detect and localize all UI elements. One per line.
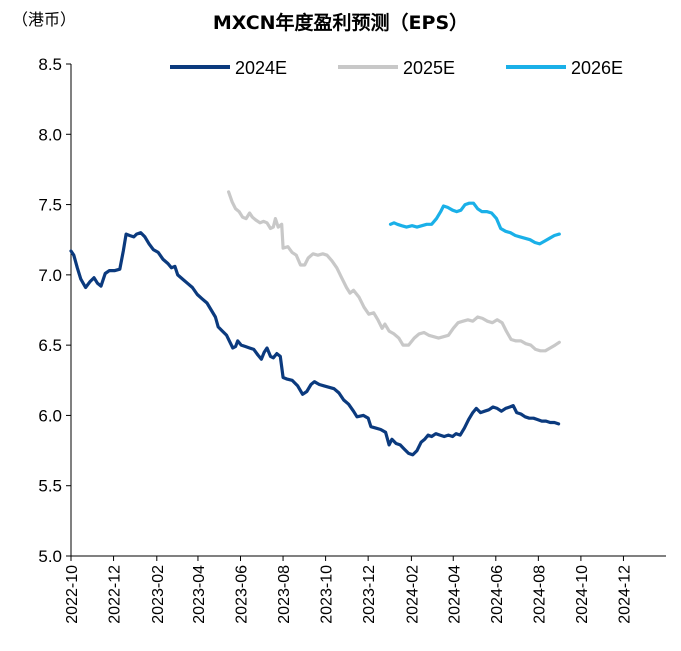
x-tick-label: 2024-06 bbox=[489, 565, 506, 624]
series-line-2025E bbox=[227, 190, 561, 353]
y-tick-label: 6.5 bbox=[38, 336, 62, 355]
x-tick-label: 2023-12 bbox=[361, 565, 378, 624]
x-tick-label: 2023-10 bbox=[319, 565, 336, 624]
y-tick-label: 5.0 bbox=[38, 547, 62, 566]
axes: 5.0 5.5 6.0 6.5 7.0 7.5 8.0 8.5 2022-10 2022-12 20… bbox=[38, 55, 666, 624]
x-tick-label: 2023-02 bbox=[150, 565, 167, 624]
chart-title: MXCN年度盈利预测（EPS） bbox=[212, 12, 469, 34]
y-tick-label: 8.0 bbox=[38, 125, 62, 144]
x-tick-label: 2024-02 bbox=[404, 565, 421, 624]
x-tick-label: 2023-08 bbox=[276, 565, 293, 624]
x-tick-label: 2023-06 bbox=[234, 565, 251, 624]
legend: 2024E 2025E 2026E bbox=[170, 58, 623, 78]
series-line-2026E bbox=[388, 201, 561, 246]
series-lines bbox=[69, 190, 561, 457]
x-tick-label: 2024-10 bbox=[574, 565, 591, 624]
y-axis-unit-label: （港币） bbox=[12, 10, 77, 29]
y-tick-label: 7.5 bbox=[38, 196, 62, 215]
y-tick-label: 5.5 bbox=[38, 477, 62, 496]
x-tick-label: 2024-12 bbox=[616, 565, 633, 624]
x-tick-label: 2024-04 bbox=[446, 565, 463, 624]
legend-label-2026E: 2026E bbox=[571, 58, 623, 78]
x-tick-label: 2022-10 bbox=[64, 565, 81, 624]
y-tick-label: 7.0 bbox=[38, 266, 62, 285]
x-tick-label: 2024-08 bbox=[531, 565, 548, 624]
y-tick-label: 6.0 bbox=[38, 406, 62, 425]
x-tick-label: 2022-12 bbox=[107, 565, 124, 624]
x-tick-label: 2023-04 bbox=[191, 565, 208, 624]
series-line-2024E bbox=[69, 231, 561, 457]
legend-label-2025E: 2025E bbox=[403, 58, 455, 78]
y-tick-label: 8.5 bbox=[38, 55, 62, 74]
legend-label-2024E: 2024E bbox=[235, 58, 287, 78]
